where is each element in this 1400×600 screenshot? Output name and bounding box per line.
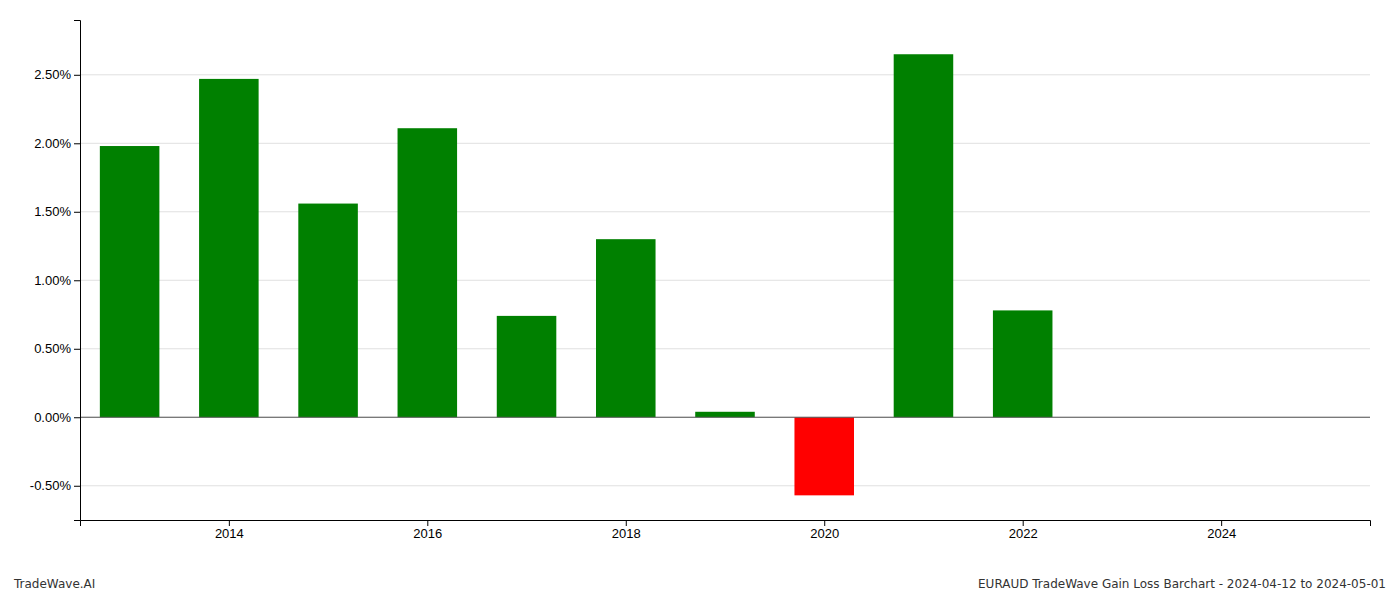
x-tick-mark [1221,520,1222,526]
bar [894,54,954,417]
grid [80,75,1370,486]
bars [100,54,1053,495]
bar [794,417,854,495]
x-tick: 2018 [612,520,641,541]
y-tick: 0.50% [34,341,80,356]
grid-line [80,74,1370,75]
y-tick-mark [74,417,80,418]
y-tick-mark [74,143,80,144]
zero-line [80,417,1370,418]
x-axis: 2014 2016 2018 2020 2022 2024 [81,520,1371,541]
x-tick-label: 2016 [413,526,442,541]
y-tick-label: 1.50% [34,204,71,219]
y-axis: -0.50% 0.00% 0.50% 1.00% 1.50% 2.00% 2.50% [30,21,81,521]
x-tick-label: 2020 [810,526,839,541]
x-tick-label: 2014 [215,526,244,541]
x-tick: 2024 [1207,520,1236,541]
bar [695,412,755,417]
plot: 2014 2016 2018 2020 2022 2024 -0.50% 0.00% 0.50%… [30,21,1371,542]
x-tick-label: 2024 [1207,526,1236,541]
y-tick-label: 0.50% [34,341,71,356]
y-tick: -0.50% [30,478,80,493]
y-tick-label: 2.50% [34,67,71,82]
x-tick-mark [1023,520,1024,526]
x-tick-mark [824,520,825,526]
y-tick-mark [74,212,80,213]
y-tick-label: -0.50% [30,478,72,493]
y-tick-mark [74,280,80,281]
footer-right: EURAUD TradeWave Gain Loss Barchart - 20… [978,577,1386,591]
y-axis-line [74,21,81,521]
bar [993,310,1053,417]
x-tick-mark [427,520,428,526]
footer-left: TradeWave.AI [13,577,95,591]
y-tick-mark [74,75,80,76]
grid-line [80,485,1370,486]
bar [398,128,458,417]
x-tick: 2016 [413,520,442,541]
x-tick-mark [626,520,627,526]
bar [497,316,557,417]
grid-line [80,211,1370,212]
chart: 2014 2016 2018 2020 2022 2024 -0.50% 0.00% 0.50%… [0,0,1400,600]
y-tick: 2.00% [34,136,80,151]
x-tick: 2022 [1009,520,1038,541]
bar [596,239,656,417]
y-tick-label: 0.00% [34,410,71,425]
y-tick-label: 2.00% [34,136,71,151]
grid-line [80,348,1370,349]
x-tick-label: 2018 [612,526,641,541]
grid-line [80,143,1370,144]
bar [100,146,160,417]
x-tick-label: 2022 [1009,526,1038,541]
grid-line [80,280,1370,281]
y-tick-label: 1.00% [34,273,71,288]
bar [199,79,259,417]
bar [298,204,358,418]
y-tick-mark [74,349,80,350]
x-tick: 2014 [215,520,244,541]
y-tick: 0.00% [34,410,80,425]
y-tick: 2.50% [34,67,80,82]
grid-line [80,417,1370,418]
y-tick: 1.50% [34,204,80,219]
x-tick-mark [229,520,230,526]
y-tick-mark [74,486,80,487]
x-tick: 2020 [810,520,839,541]
x-axis-line [81,521,1371,527]
y-tick: 1.00% [34,273,80,288]
